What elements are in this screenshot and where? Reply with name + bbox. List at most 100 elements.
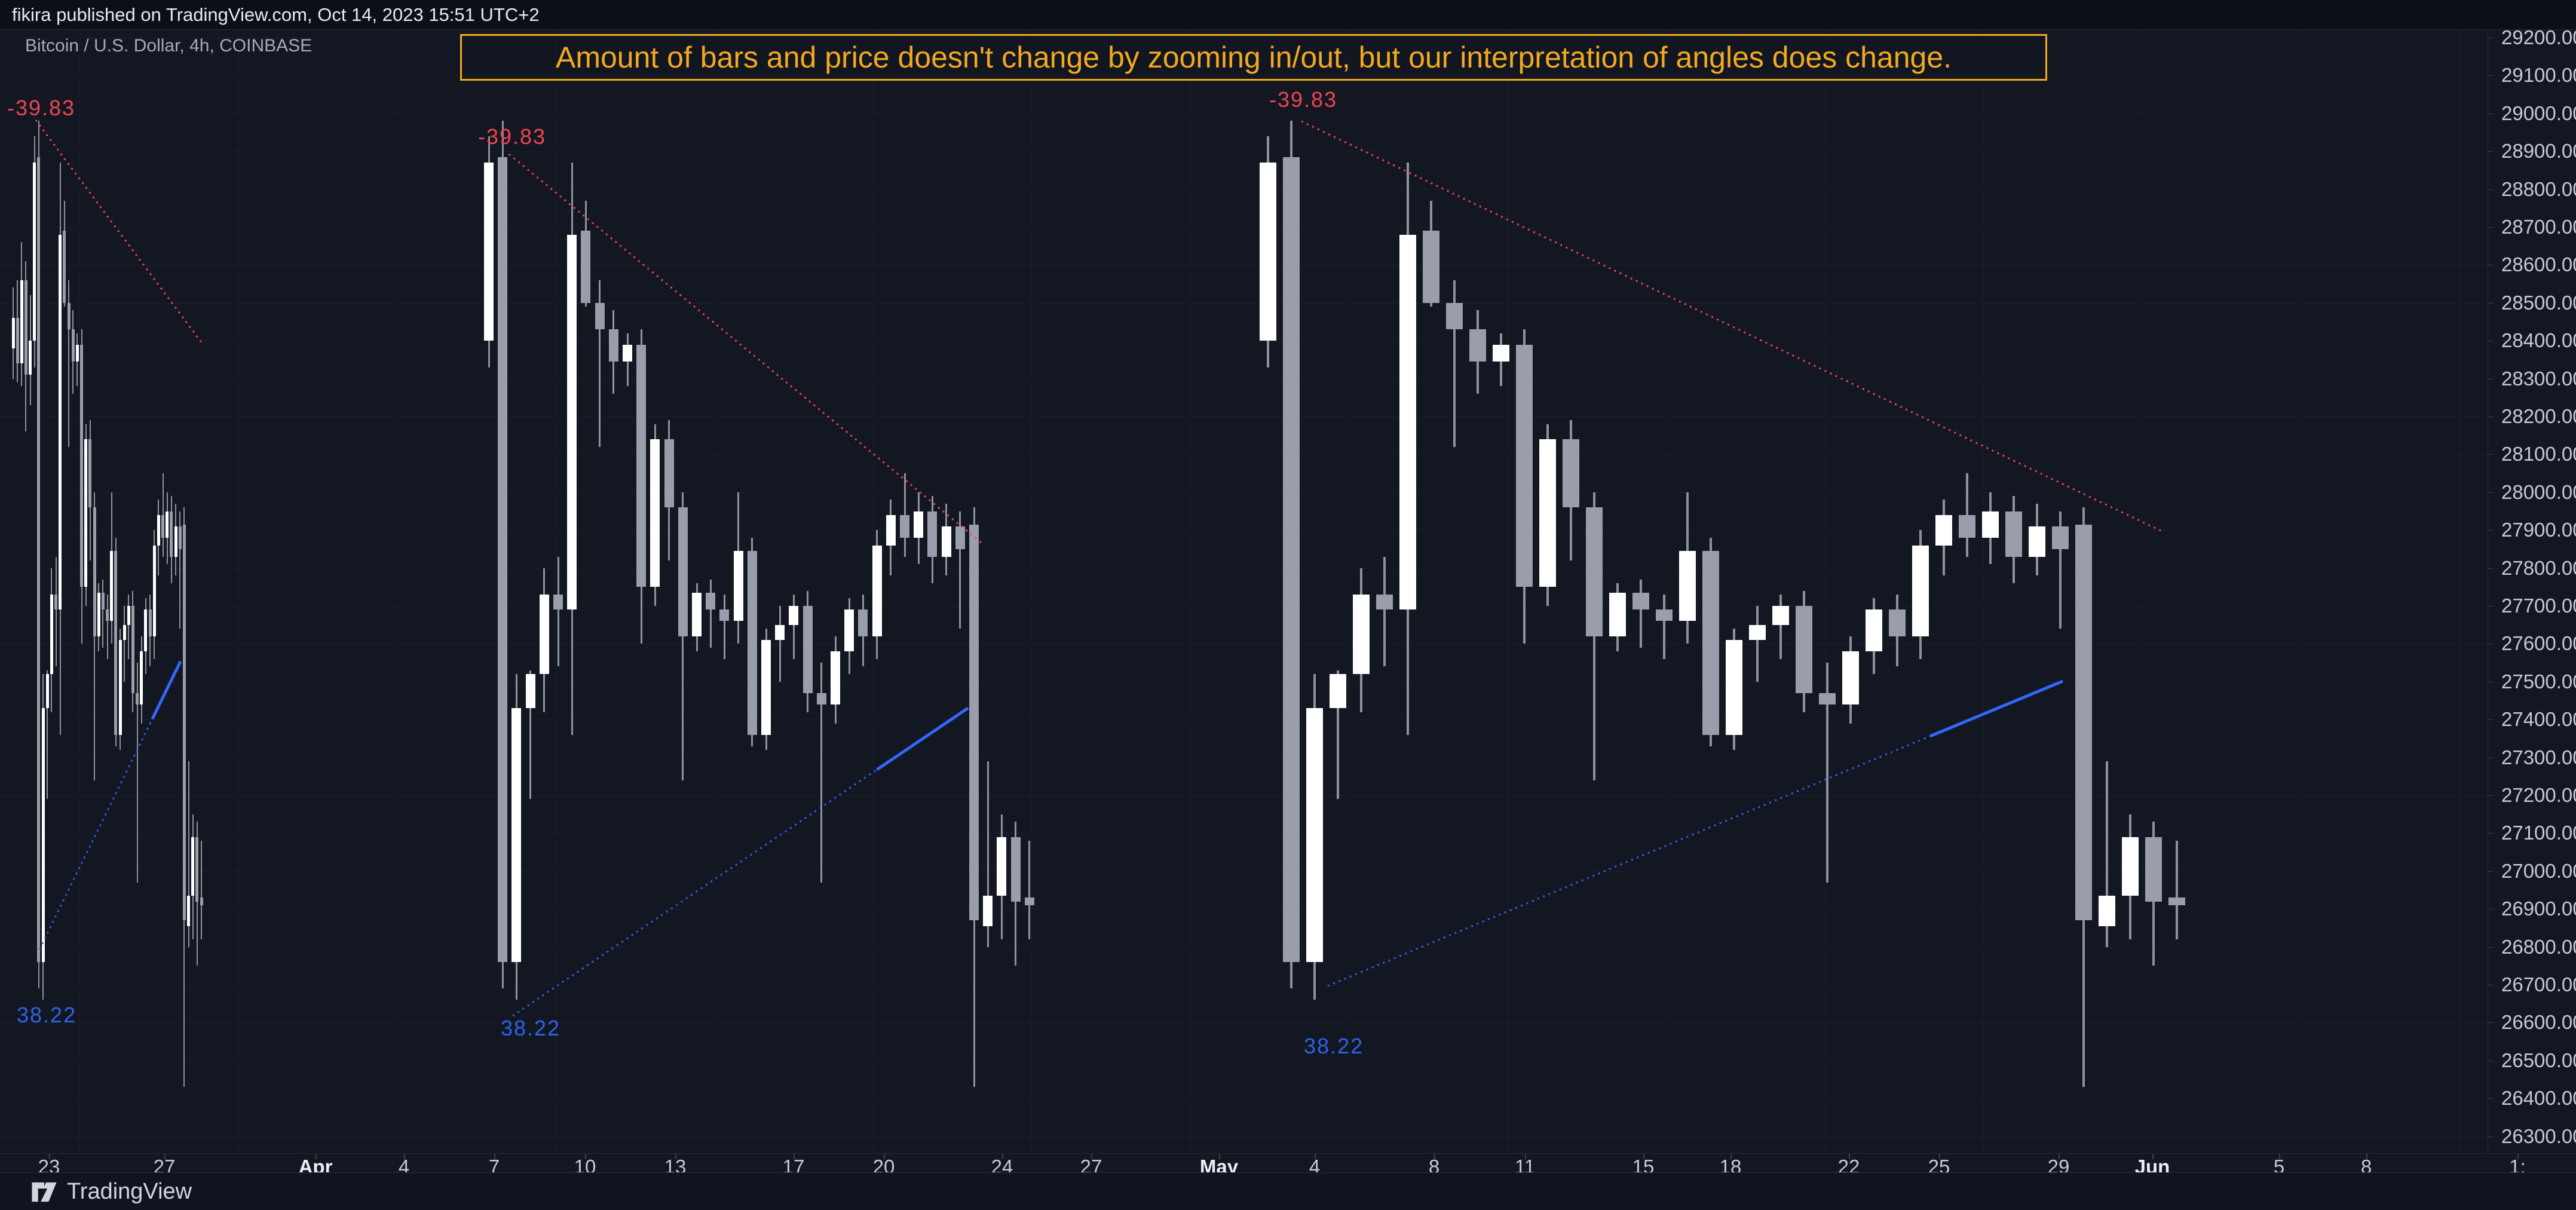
candle-body — [1609, 592, 1626, 636]
candle-body — [886, 514, 896, 546]
candle-body — [2052, 526, 2069, 549]
candle-body — [789, 606, 799, 625]
candle-body — [93, 507, 96, 636]
time-axis-tick — [494, 1154, 495, 1159]
candle-wick — [1663, 594, 1665, 659]
time-axis-tick — [49, 1154, 50, 1159]
grid-line-vertical — [1190, 30, 1191, 1153]
candle-body — [37, 157, 41, 962]
candle-wick — [1779, 594, 1782, 659]
candle-body — [136, 693, 139, 704]
grid-line-vertical — [2142, 30, 2143, 1153]
candle-body — [2029, 526, 2045, 557]
candle-wick — [106, 594, 108, 659]
time-axis-tick — [794, 1154, 795, 1159]
grid-line-vertical — [1031, 30, 1032, 1153]
candle-wick — [987, 761, 989, 947]
grid-line-horizontal — [0, 416, 2488, 417]
candle-body — [101, 592, 105, 610]
candle-body — [114, 551, 118, 735]
grid-line-horizontal — [0, 871, 2488, 872]
candle-wick — [201, 841, 203, 939]
time-axis-tick — [1434, 1154, 1435, 1159]
price-axis-label: 28500.00 — [2501, 291, 2576, 314]
candle-body — [1469, 329, 1486, 362]
candle-body — [131, 606, 134, 693]
candle-body — [195, 837, 199, 902]
candle-body — [24, 280, 27, 375]
candle-body — [1423, 231, 1439, 303]
candle-body — [33, 163, 36, 341]
candle-body — [927, 511, 938, 557]
candle-body — [148, 609, 152, 636]
trend-angle-value: 38.22 — [1304, 1034, 1364, 1058]
candle-body — [1330, 674, 1346, 709]
attribution-bar: fikira published on TradingView.com, Oct… — [0, 0, 2576, 30]
grid-line-horizontal — [0, 227, 2488, 228]
time-axis-label: 4 — [398, 1156, 410, 1178]
candle-body — [484, 163, 494, 341]
candle-body — [182, 524, 186, 921]
candle-body — [11, 318, 15, 348]
time-axis-tick — [1315, 1154, 1316, 1159]
candle-wick — [1640, 579, 1642, 648]
candle-body — [678, 507, 688, 636]
time-axis[interactable]: 23 27 Apr 4 7 10 13 17 20 24 27 May 4 8 11 15 18 22 25 29 Ju… — [0, 1153, 2576, 1178]
price-axis-tick — [2488, 492, 2494, 493]
candle-body — [623, 344, 632, 362]
grid-line-horizontal — [0, 151, 2488, 152]
candle-body — [1796, 606, 1812, 693]
candle-body — [1376, 594, 1393, 610]
price-axis-label: 27200.00 — [2501, 784, 2576, 806]
candle-body — [84, 439, 88, 587]
annotation-box[interactable]: Amount of bars and price doesn't change … — [460, 34, 2047, 81]
price-axis-tick — [2488, 719, 2494, 721]
chart-pane[interactable] — [0, 30, 2488, 1153]
grid-line-horizontal — [0, 302, 2488, 304]
price-axis[interactable]: 29200.00 29100.00 29000.00 28900.00 28800.00… — [2488, 0, 2576, 1172]
candle-body — [110, 551, 114, 621]
price-axis-tick — [2488, 833, 2494, 834]
candle-body — [511, 708, 522, 962]
candle-body — [29, 341, 32, 375]
price-axis-label: 29200.00 — [2501, 26, 2576, 48]
candle-body — [45, 674, 49, 709]
candle-body — [844, 609, 854, 652]
candle-body — [636, 344, 647, 587]
candle-body — [608, 329, 618, 362]
footer-bar: TradingView — [0, 1172, 2576, 1210]
grid-line-vertical — [1666, 30, 1667, 1153]
time-axis-tick — [2152, 1154, 2154, 1159]
candle-body — [1702, 551, 1719, 735]
price-axis-label: 26700.00 — [2501, 973, 2576, 995]
price-axis-tick — [2488, 530, 2494, 531]
tradingview-logo[interactable]: TradingView — [31, 1179, 192, 1205]
grid-line-horizontal — [0, 75, 2488, 76]
trend-angle-value: 38.22 — [17, 1003, 77, 1027]
time-axis-label: 8 — [1428, 1156, 1440, 1178]
trend-angle-value: 38.22 — [501, 1016, 561, 1040]
candle-body — [127, 606, 130, 625]
price-axis-label: 28600.00 — [2501, 253, 2576, 276]
price-axis-label: 26500.00 — [2501, 1049, 2576, 1071]
candle-body — [2168, 897, 2185, 905]
price-axis-tick — [2488, 189, 2494, 190]
candle-body — [88, 439, 92, 508]
candle-body — [525, 674, 535, 709]
candle-body — [567, 234, 577, 610]
candle-wick — [68, 280, 70, 447]
candle-body — [1399, 234, 1416, 610]
candle-body — [20, 280, 23, 364]
candle-wick — [1337, 670, 1339, 799]
annotation-text: Amount of bars and price doesn't change … — [555, 41, 1952, 74]
price-axis-label: 29100.00 — [2501, 64, 2576, 87]
candle-wick — [188, 761, 189, 947]
candle-body — [174, 526, 177, 557]
candle-body — [152, 545, 156, 636]
candle-body — [1935, 514, 1952, 546]
candle-body — [1563, 439, 1579, 508]
price-axis-tick — [2488, 75, 2494, 76]
candle-body — [140, 651, 143, 704]
candle-body — [1010, 837, 1021, 902]
